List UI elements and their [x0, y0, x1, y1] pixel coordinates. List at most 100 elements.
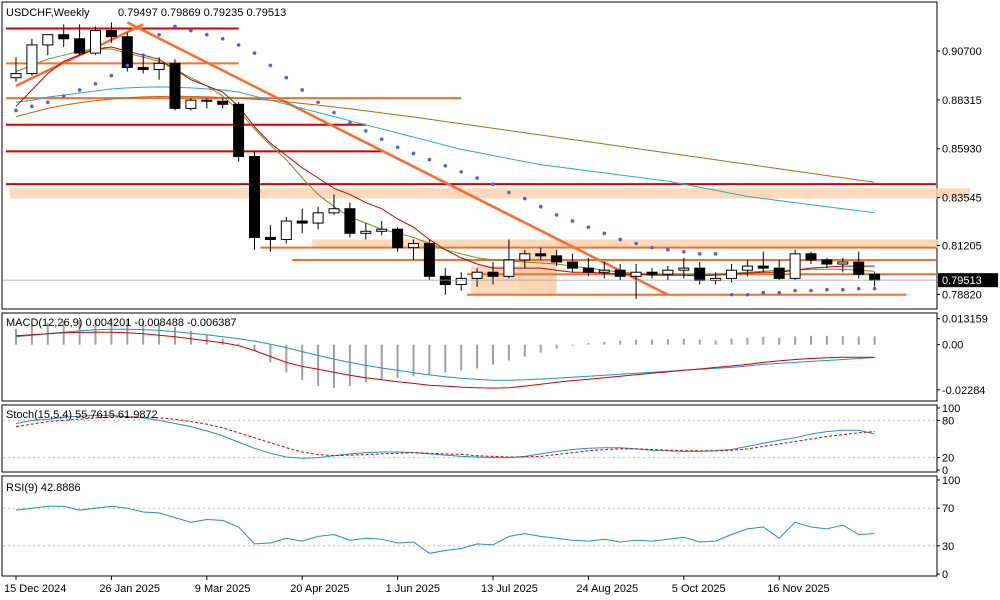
candle-body-41	[662, 269, 674, 275]
candle-body-30	[487, 271, 499, 277]
candle-body-16	[264, 236, 276, 240]
macd-tick-label-0: 0.013159	[942, 314, 988, 326]
candle-body-29	[471, 271, 483, 279]
psar-dot-47	[761, 290, 766, 295]
psar-dot-12	[205, 32, 209, 37]
psar-dot-38	[618, 237, 622, 242]
rsi-tick-label-0: 100	[942, 475, 960, 487]
candle-body-37	[598, 269, 610, 273]
psar-dot-30	[491, 182, 495, 186]
candle-body-13	[217, 100, 229, 105]
date-label-0: 15 Dec 2024	[4, 583, 66, 595]
macd-tick-label-1: 0.00	[942, 340, 963, 352]
ma-brown-line	[15, 95, 875, 183]
psar-dot-3	[61, 94, 66, 98]
psar-dot-2	[46, 100, 50, 105]
macd-panel[interactable]	[15, 318, 876, 389]
psar-dot-22	[364, 129, 368, 133]
psar-dot-27	[443, 163, 448, 168]
psar-dot-40	[650, 245, 654, 250]
rsi-panel[interactable]	[3, 505, 936, 554]
candle-body-49	[789, 253, 801, 279]
candle-body-24	[392, 228, 404, 249]
stoch-tick-label-3: 0	[942, 465, 948, 477]
candle-body-48	[773, 267, 785, 279]
price-tick-label-0: 0.90700	[942, 46, 982, 58]
date-label-7: 5 Oct 2025	[672, 583, 726, 595]
psar-dot-7	[125, 63, 130, 68]
candle-body-18	[296, 220, 308, 224]
stoch-main-line	[15, 414, 875, 459]
candle-body-54	[869, 273, 881, 281]
macd-label: MACD(12,26,9) 0.004201 -0.008488 -0.0063…	[6, 317, 237, 329]
candle-body-20	[328, 208, 340, 214]
price-panel[interactable]	[6, 21, 970, 299]
price-tick-label-1: 0.88315	[942, 95, 982, 107]
date-label-5: 13 Jul 2025	[481, 583, 538, 595]
psar-dot-0	[14, 108, 18, 113]
trendline-1	[126, 21, 669, 296]
candle-body-38	[614, 269, 626, 277]
ma-teal-line	[15, 86, 875, 214]
psar-dot-51	[825, 287, 829, 292]
candle-body-7	[121, 36, 133, 68]
zone-1	[312, 239, 939, 248]
psar-dot-29	[475, 176, 479, 180]
candle-body-15	[249, 156, 260, 238]
macd-panel-frame	[1, 312, 938, 402]
psar-dot-46	[745, 292, 750, 297]
psar-dot-36	[586, 225, 591, 229]
ohlc-label: 0.79497 0.79869 0.79235 0.79513	[118, 7, 286, 19]
date-label-4: 1 Jun 2025	[386, 583, 440, 595]
psar-dot-52	[841, 287, 845, 292]
stoch-tick-label-2: 20	[942, 453, 954, 465]
psar-dot-8	[141, 53, 145, 57]
price-tick-label-2: 0.85930	[942, 144, 982, 156]
rsi-tick-label-3: 0	[942, 569, 948, 581]
psar-dot-19	[316, 100, 320, 105]
candle-body-52	[837, 261, 849, 265]
psar-dot-45	[729, 292, 734, 297]
symbol-label: USDCHF,Weekly	[6, 7, 90, 19]
axes: 0.90700 0.88315 0.85930 0.83545 0.81205 0.788…	[3, 46, 998, 595]
psar-dot-50	[809, 288, 813, 293]
candle-body-0	[10, 73, 22, 79]
psar-dot-13	[220, 36, 225, 41]
candle-body-8	[137, 66, 149, 70]
candle-body-34	[551, 255, 563, 263]
psar-dot-32	[523, 196, 527, 201]
psar-dot-33	[538, 204, 543, 209]
psar-dot-5	[93, 82, 98, 86]
candle-body-9	[153, 62, 165, 70]
psar-dot-25	[411, 151, 416, 156]
candle-body-40	[646, 271, 658, 275]
psar-dot-54	[872, 286, 877, 291]
date-label-1: 26 Jan 2025	[99, 583, 160, 595]
psar-dot-44	[713, 252, 718, 256]
psar-dot-1	[30, 104, 34, 109]
candle-body-53	[853, 261, 865, 275]
psar-dot-15	[252, 51, 257, 55]
date-label-8: 16 Nov 2025	[767, 583, 829, 595]
psar-dot-23	[379, 137, 384, 141]
rsi-line	[15, 505, 875, 554]
candle-body-45	[726, 269, 737, 279]
stoch-panel[interactable]	[3, 414, 936, 459]
psar-dot-37	[602, 231, 607, 236]
psar-dot-35	[570, 219, 575, 223]
candle-body-28	[455, 277, 467, 286]
zone-0	[10, 188, 970, 199]
candle-body-11	[185, 99, 197, 109]
price-panel-frame	[1, 1, 938, 310]
psar-dot-4	[77, 88, 82, 92]
psar-dot-39	[634, 241, 638, 246]
date-label-3: 20 Apr 2025	[290, 583, 349, 595]
macd-main-line	[15, 331, 875, 389]
stoch-tick-label-1: 80	[942, 415, 954, 427]
psar-dot-41	[666, 247, 670, 252]
candle-body-50	[805, 253, 817, 261]
psar-dot-16	[268, 63, 273, 68]
psar-dot-14	[236, 43, 241, 47]
psar-dot-20	[332, 110, 336, 115]
candle-body-33	[535, 253, 547, 257]
